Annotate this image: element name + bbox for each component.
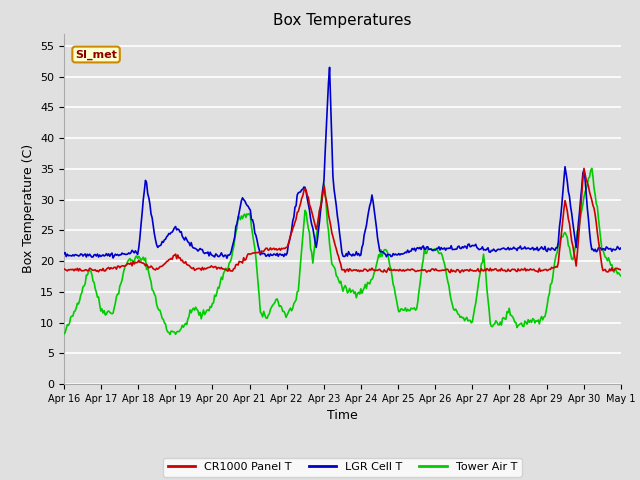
X-axis label: Time: Time — [327, 409, 358, 422]
Text: SI_met: SI_met — [75, 49, 117, 60]
Legend: CR1000 Panel T, LGR Cell T, Tower Air T: CR1000 Panel T, LGR Cell T, Tower Air T — [163, 457, 522, 477]
Y-axis label: Box Temperature (C): Box Temperature (C) — [22, 144, 35, 274]
Title: Box Temperatures: Box Temperatures — [273, 13, 412, 28]
